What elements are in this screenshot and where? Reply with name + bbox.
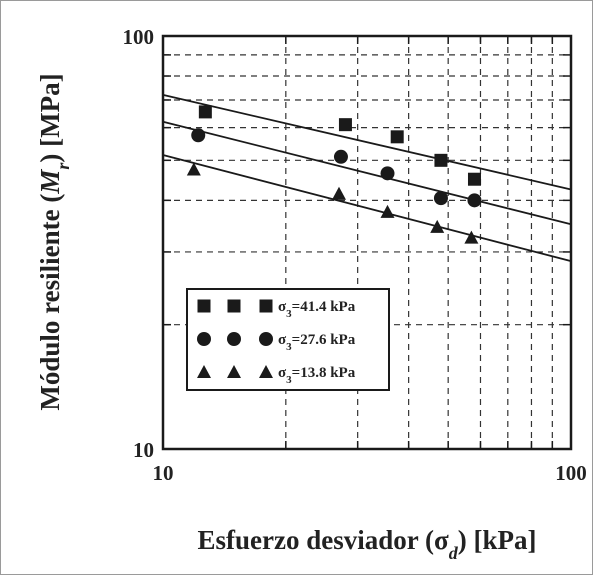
legend-marker-circle bbox=[227, 332, 241, 346]
y-tick-label: 100 bbox=[123, 25, 155, 49]
data-point-triangle bbox=[380, 204, 395, 218]
legend-box bbox=[186, 288, 390, 391]
data-point-triangle bbox=[331, 186, 346, 200]
fit-line bbox=[162, 120, 572, 226]
axis-ticks: 10 100 10 100 bbox=[123, 25, 587, 485]
fit-lines bbox=[162, 94, 572, 263]
legend: σ3=41.4 kPa σ3=27.6 kPa σ3=13.8 kPa bbox=[186, 288, 390, 391]
fit-line bbox=[162, 154, 572, 263]
data-point-circle bbox=[380, 166, 395, 181]
x-axis-label: Esfuerzo desviador (σd) [kPa] bbox=[198, 525, 537, 563]
legend-marker-circle bbox=[197, 332, 211, 346]
plot-area-border bbox=[161, 34, 573, 451]
legend-marker-triangle bbox=[197, 365, 211, 378]
legend-marker-square bbox=[227, 299, 241, 313]
x-tick-label: 100 bbox=[555, 461, 587, 485]
y-tick-label: 10 bbox=[133, 438, 154, 462]
data-point-square bbox=[434, 153, 448, 167]
legend-label: σ3=13.8 kPa bbox=[278, 365, 356, 386]
data-point-square bbox=[198, 105, 212, 119]
data-point-square bbox=[467, 172, 481, 186]
legend-label: σ3=41.4 kPa bbox=[278, 299, 356, 320]
data-point-square bbox=[390, 130, 404, 144]
legend-items: σ3=41.4 kPa σ3=27.6 kPa σ3=13.8 kPa bbox=[197, 299, 356, 386]
data-point-circle bbox=[467, 193, 482, 208]
data-point-circle bbox=[433, 191, 448, 206]
legend-marker-square bbox=[259, 299, 273, 313]
legend-marker-triangle bbox=[259, 365, 273, 378]
legend-marker-triangle bbox=[227, 365, 241, 378]
data-point-circle bbox=[333, 149, 348, 164]
legend-label: σ3=27.6 kPa bbox=[278, 332, 356, 353]
legend-marker-square bbox=[197, 299, 211, 313]
fit-line bbox=[162, 94, 572, 191]
data-point-circle bbox=[191, 128, 206, 143]
data-markers bbox=[186, 105, 482, 244]
data-point-triangle bbox=[186, 162, 201, 176]
data-point-square bbox=[338, 118, 352, 132]
x-tick-label: 10 bbox=[153, 461, 174, 485]
data-point-triangle bbox=[464, 230, 479, 244]
legend-marker-circle bbox=[259, 332, 273, 346]
data-point-triangle bbox=[430, 219, 445, 233]
y-axis-label: Módulo resiliente (Mr) [MPa] bbox=[35, 73, 73, 410]
